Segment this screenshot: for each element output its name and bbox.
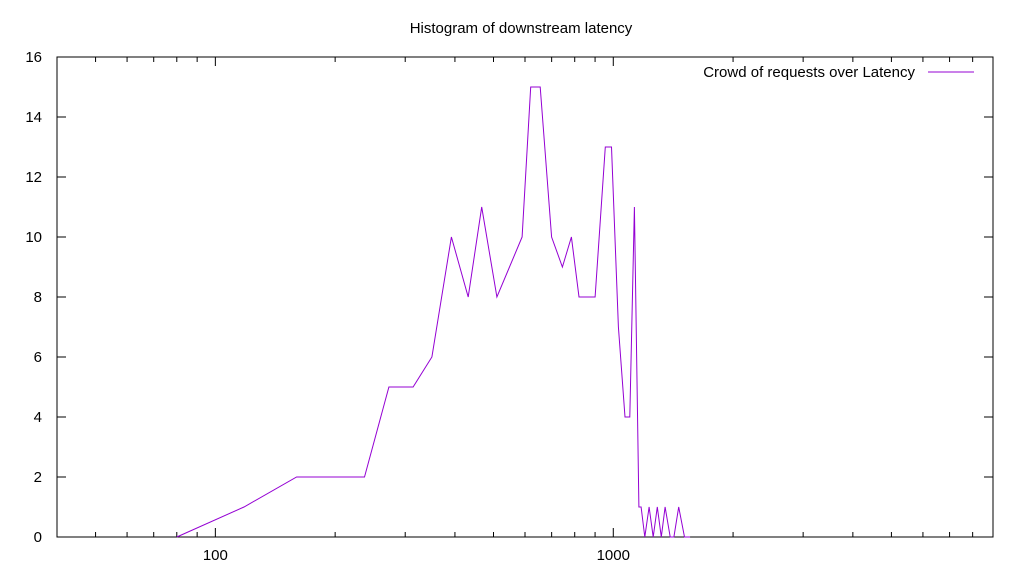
legend-label: Crowd of requests over Latency [703, 64, 915, 81]
series-line-requests-latency [176, 86, 691, 538]
axis-tick-labels: 0 2 4 6 8 10 12 14 16 100 1000 [25, 49, 630, 564]
y-tick-label: 12 [25, 169, 42, 186]
data-points [176, 86, 691, 538]
y-tick-label: 2 [34, 469, 42, 486]
y-tick-label: 8 [34, 289, 42, 306]
legend: Crowd of requests over Latency [703, 64, 974, 81]
y-tick-label: 0 [34, 529, 42, 546]
y-tick-label: 6 [34, 349, 42, 366]
axis-ticks [56, 56, 994, 538]
chart-title: Histogram of downstream latency [410, 20, 633, 37]
plot-frame [56, 56, 994, 538]
y-tick-label: 16 [25, 49, 42, 66]
y-tick-label: 4 [34, 409, 42, 426]
x-tick-label: 1000 [597, 547, 630, 564]
y-tick-label: 10 [25, 229, 42, 246]
x-tick-label: 100 [203, 547, 228, 564]
y-tick-label: 14 [25, 109, 42, 126]
